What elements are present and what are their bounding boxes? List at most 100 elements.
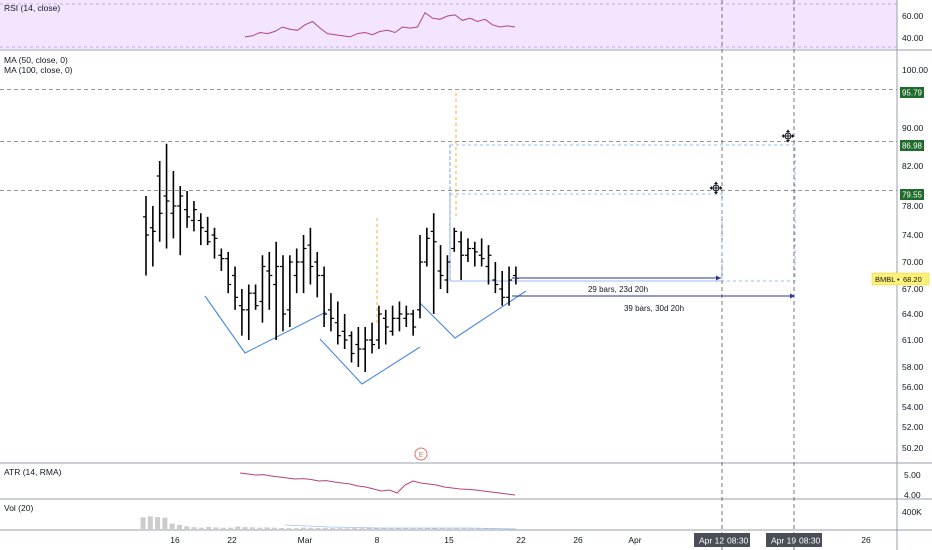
ohlc-bar [252, 284, 259, 310]
time-axis-tick: 26 [861, 535, 871, 545]
volume-bar [162, 517, 168, 529]
head-line [319, 338, 421, 385]
ohlc-bar [362, 327, 369, 372]
time-axis-tick: Mar [298, 535, 313, 545]
ohlc-bar [451, 227, 458, 252]
volume-bar [249, 527, 255, 529]
pattern-lines[interactable] [204, 290, 527, 385]
last-price-value: 68.20 [903, 275, 922, 284]
volume-bar [344, 528, 350, 529]
atr-axis-5: 5.00 [904, 470, 921, 480]
volume-bar [198, 527, 204, 529]
time-tag-apr12-date: Apr 12 [699, 536, 724, 546]
ohlc-bar [355, 327, 362, 367]
ohlc-bar [143, 196, 149, 276]
earnings-marker[interactable]: E [414, 447, 428, 461]
ohlc-bar [280, 255, 286, 332]
ohlc-bar [197, 213, 204, 246]
ohlc-bar [273, 241, 280, 340]
time-axis-tick: 16 [170, 535, 180, 545]
ohlc-bar [369, 322, 376, 354]
volume-bar [461, 528, 467, 529]
volume-bar [315, 528, 321, 529]
measure-tool-2[interactable]: 39 bars, 30d 20h [512, 293, 795, 314]
ohlc-bar [204, 216, 211, 246]
measure-tool-1[interactable]: 29 bars, 23d 20h [512, 275, 721, 295]
rsi-axis-60: 60.00 [902, 11, 924, 21]
ohlc-bar [286, 255, 293, 327]
time-axis-tick: 8 [375, 535, 380, 545]
volume-bar [439, 528, 445, 529]
last-price-ticker: BMBL [875, 275, 895, 284]
volume-bar [191, 527, 197, 529]
time-tag-apr12[interactable]: Apr 12 08:30 [694, 533, 750, 547]
vol-axis-400k: 400K [902, 507, 922, 517]
ohlc-bar [458, 231, 465, 280]
target-tag-3[interactable]: 79.55 [900, 189, 924, 200]
ohlc-bar [403, 305, 410, 327]
right-shoulder-line [419, 290, 527, 339]
move-handle-icon[interactable] [781, 129, 795, 143]
ohlc-bar [512, 266, 519, 285]
volume-bar [176, 524, 182, 529]
measure-2-label: 39 bars, 30d 20h [624, 304, 684, 313]
ohlc-bar [177, 186, 184, 256]
target-tag-1[interactable]: 95.79 [900, 87, 924, 98]
time-axis-tick: Apr [628, 535, 641, 545]
ohlc-bar [334, 301, 341, 345]
rsi-line [244, 11, 516, 38]
fib-blue-box-inner [449, 193, 723, 282]
last-price-dot: • [897, 275, 900, 284]
last-price-tag[interactable]: BMBL • 68.20 [871, 272, 930, 286]
target-tag-3-text: 79.55 [902, 191, 923, 200]
price-axis-tick: 64.00 [902, 309, 924, 319]
ohlc-bar [293, 248, 300, 294]
move-handle-icon[interactable] [709, 181, 723, 195]
ohlc-bar [423, 227, 430, 267]
atr-axis-4: 4.00 [904, 490, 921, 500]
vol-label: Vol (20) [4, 503, 33, 513]
ma100-label: MA (100, close, 0) [4, 65, 73, 75]
volume-bar [279, 528, 285, 529]
ohlc-bar [218, 248, 225, 271]
ohlc-bar [437, 245, 444, 289]
ohlc-bar [266, 251, 273, 310]
volume-bar [381, 528, 387, 529]
volume-bar [454, 528, 460, 529]
volume-bar [432, 528, 438, 529]
time-axis-tick: 22 [516, 535, 526, 545]
fib-projection[interactable] [376, 93, 796, 323]
target-tag-2[interactable]: 86.98 [900, 140, 924, 151]
time-tag-apr19[interactable]: Apr 19 08:30 [766, 533, 822, 547]
volume-bar [373, 528, 379, 529]
ohlc-bar [190, 201, 197, 232]
price-axis-tick: 90.00 [902, 123, 924, 133]
earnings-circle [414, 447, 428, 461]
volume-bar [147, 516, 153, 529]
volume-bar [213, 527, 219, 529]
time-axis[interactable]: 16 22 Mar 8 15 22 26 Apr 26 [170, 535, 871, 545]
rsi-panel-bg [0, 0, 897, 49]
volume-bar [337, 528, 343, 529]
ohlc-bar [499, 271, 506, 306]
time-tag-apr19-time: 08:30 [799, 536, 821, 546]
measure-1-arrowhead [716, 275, 721, 281]
ma50-label: MA (50, close, 0) [4, 55, 68, 65]
ohlc-bar [375, 305, 382, 349]
volume-bar [403, 528, 409, 529]
target-tag-2-text: 86.98 [902, 142, 923, 151]
price-axis-tick: 82.00 [902, 161, 924, 171]
price-axis-tick: 54.00 [902, 402, 924, 412]
price-axis[interactable]: 100.0095.0090.0086.0082.0078.0074.0070.0… [902, 65, 928, 453]
ohlc-bar [163, 143, 170, 249]
volume-bar [155, 517, 161, 529]
price-axis-tick: 67.00 [902, 284, 924, 294]
rsi-axis-40: 40.00 [902, 33, 924, 43]
ohlc-bar [410, 309, 417, 336]
ohlc-bar [232, 266, 239, 310]
ohlc-bar [238, 289, 245, 336]
volume-bar [468, 528, 474, 529]
target-lines [0, 89, 897, 191]
ohlc-bar [396, 301, 403, 332]
